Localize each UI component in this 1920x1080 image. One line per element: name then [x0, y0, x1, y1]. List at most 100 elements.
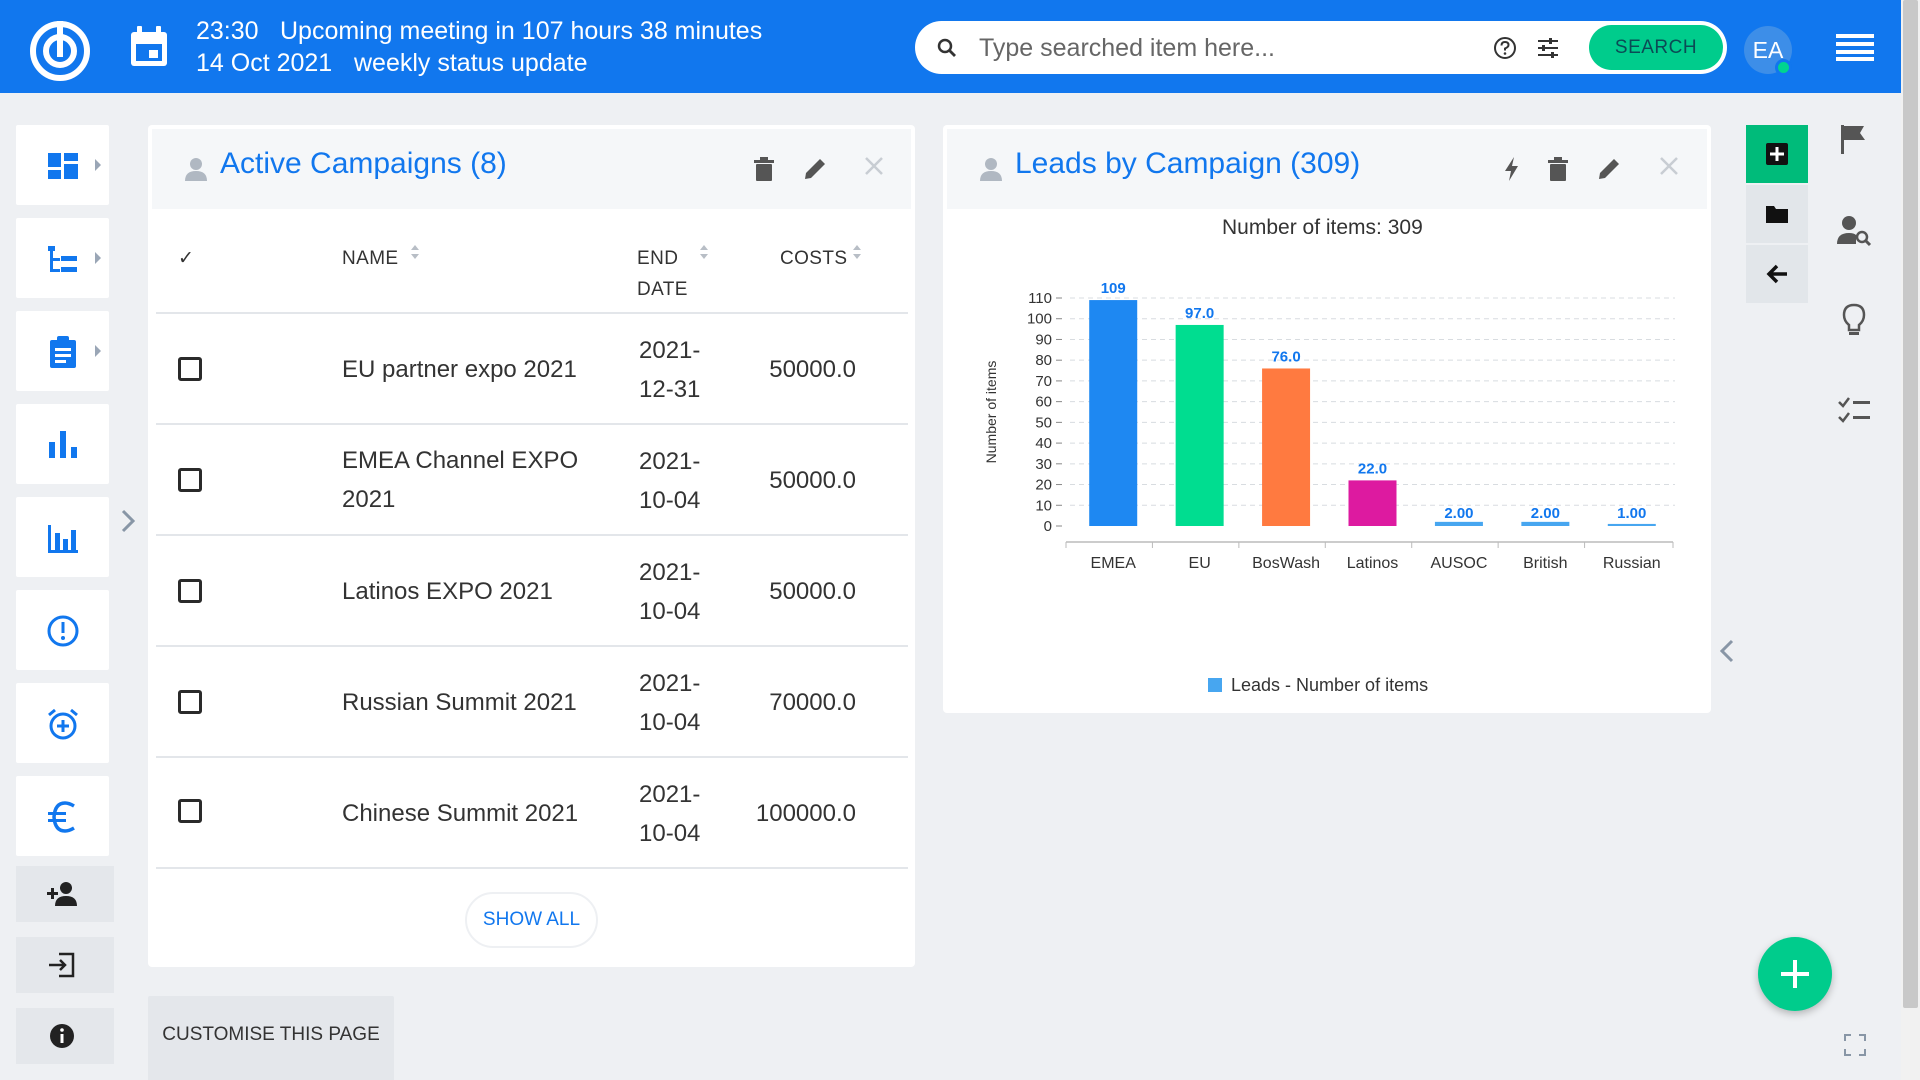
menu-icon[interactable]: [1836, 33, 1874, 61]
folder-button[interactable]: [1746, 185, 1808, 243]
expand-sidebar-icon[interactable]: [116, 504, 140, 538]
sidebar-login[interactable]: [16, 937, 114, 993]
row-checkbox[interactable]: [178, 468, 202, 492]
bar-boswash: [1262, 368, 1311, 526]
sidebar-item-dashboard[interactable]: [16, 125, 109, 205]
campaign-end-date-line2: 10-04: [639, 709, 701, 736]
lightbulb-icon[interactable]: [1836, 302, 1872, 338]
add-user-icon: [47, 882, 77, 906]
column-end-date-line2[interactable]: DATE: [637, 279, 688, 300]
sidebar-item-tasks[interactable]: [16, 311, 109, 391]
sidebar-add-user[interactable]: [16, 866, 114, 922]
data-label: 1.00: [1617, 505, 1646, 522]
campaign-name[interactable]: Russian Summit 2021: [342, 689, 577, 716]
customise-page-label: CUSTOMISE THIS PAGE: [162, 1024, 380, 1045]
back-button[interactable]: [1746, 245, 1808, 303]
search-button[interactable]: SEARCH: [1589, 25, 1723, 70]
hierarchy-icon: [48, 246, 77, 272]
close-icon[interactable]: [1655, 152, 1683, 180]
column-name[interactable]: NAME: [342, 248, 399, 269]
column-costs[interactable]: COSTS: [780, 248, 848, 269]
table-row[interactable]: Latinos EXPO 2021 2021- 10-04 50000.0: [156, 536, 908, 647]
chart-legend[interactable]: Leads - Number of items: [1208, 675, 1428, 696]
row-checkbox[interactable]: [178, 690, 202, 714]
folder-icon: [1766, 206, 1788, 223]
column-end-date[interactable]: END: [637, 248, 679, 269]
chevron-right-icon: [95, 159, 101, 171]
sort-icon[interactable]: [410, 244, 420, 260]
sidebar-item-reports[interactable]: [16, 404, 109, 484]
y-tick-label: 40: [1035, 435, 1052, 452]
table-row[interactable]: Chinese Summit 2021 2021- 10-04 100000.0: [156, 758, 908, 869]
app-logo-icon[interactable]: [28, 19, 92, 83]
lightning-icon[interactable]: [1498, 155, 1526, 183]
y-tick-label: 110: [1028, 290, 1052, 307]
user-search-icon[interactable]: [1836, 213, 1872, 249]
plus-icon: [1781, 960, 1809, 988]
flag-icon[interactable]: [1836, 121, 1872, 157]
campaign-end-date: 2021-: [639, 559, 701, 586]
bar-eu: [1175, 324, 1224, 526]
analytics-icon: [48, 525, 78, 553]
campaign-name[interactable]: Latinos EXPO 2021: [342, 578, 553, 605]
customise-page-button[interactable]: CUSTOMISE THIS PAGE: [148, 996, 394, 1080]
data-label: 76.0: [1271, 348, 1300, 365]
fullscreen-icon[interactable]: [1843, 1033, 1867, 1057]
add-item-button[interactable]: [1746, 125, 1808, 183]
campaign-name-line2[interactable]: 2021: [342, 486, 396, 513]
sidebar-item-finance[interactable]: [16, 776, 109, 856]
checklist-icon[interactable]: [1836, 393, 1872, 429]
select-all-check[interactable]: ✓: [178, 248, 195, 269]
help-icon[interactable]: [1492, 35, 1518, 61]
y-tick-label: 80: [1035, 352, 1052, 369]
info-icon: [50, 1024, 74, 1048]
edit-icon[interactable]: [1595, 155, 1623, 183]
y-tick-label: 30: [1035, 456, 1052, 473]
sidebar-item-alerts[interactable]: [16, 590, 109, 670]
row-checkbox[interactable]: [178, 799, 202, 823]
edit-icon[interactable]: [801, 155, 829, 183]
campaign-name[interactable]: EU partner expo 2021: [342, 356, 577, 383]
campaign-end-date-line2: 10-04: [639, 820, 701, 847]
collapse-panel-icon[interactable]: [1715, 635, 1739, 667]
arrow-left-icon: [1766, 264, 1787, 284]
campaign-cost: 50000.0: [769, 467, 856, 494]
sort-icon[interactable]: [699, 244, 709, 260]
campaign-name[interactable]: EMEA Channel EXPO: [342, 447, 579, 474]
meeting-time[interactable]: 23:30: [196, 17, 259, 45]
widget-title[interactable]: Leads by Campaign (309): [1015, 147, 1361, 180]
delete-icon[interactable]: [750, 155, 778, 183]
scrollbar-thumb[interactable]: [1903, 0, 1918, 1008]
floating-add-button[interactable]: [1758, 937, 1832, 1011]
sidebar-item-reminders[interactable]: [16, 683, 109, 763]
table-row[interactable]: EMEA Channel EXPO 2021 2021- 10-04 50000…: [156, 425, 908, 536]
meeting-date[interactable]: 14 Oct 2021: [196, 49, 333, 77]
campaign-name[interactable]: Chinese Summit 2021: [342, 800, 579, 827]
meeting-text[interactable]: Upcoming meeting in 107 hours 38 minutes: [280, 17, 763, 45]
y-tick-label: 20: [1035, 477, 1052, 494]
show-all-button[interactable]: SHOW ALL: [465, 892, 598, 948]
euro-icon: [48, 801, 75, 833]
data-label: 2.00: [1444, 505, 1473, 522]
active-campaigns-widget: [148, 125, 915, 967]
y-tick-label: 0: [1044, 518, 1052, 535]
widget-header: [947, 129, 1707, 209]
delete-icon[interactable]: [1544, 155, 1572, 183]
campaign-end-date-line2: 10-04: [639, 598, 701, 625]
close-icon[interactable]: [860, 152, 888, 180]
x-tick-label: Russian: [1603, 555, 1661, 572]
search-input[interactable]: [979, 30, 1399, 66]
sidebar-info[interactable]: [16, 1008, 114, 1064]
meeting-subject[interactable]: weekly status update: [354, 49, 588, 77]
widget-title[interactable]: Active Campaigns (8): [220, 147, 507, 180]
filter-settings-icon[interactable]: [1535, 35, 1561, 61]
calendar-icon[interactable]: [128, 25, 170, 69]
row-checkbox[interactable]: [178, 357, 202, 381]
table-row[interactable]: EU partner expo 2021 2021- 12-31 50000.0: [156, 314, 908, 425]
sidebar-item-hierarchy[interactable]: [16, 218, 109, 298]
sidebar-item-analytics[interactable]: [16, 497, 109, 577]
sort-icon[interactable]: [852, 244, 862, 260]
x-tick-label: EU: [1189, 555, 1211, 572]
row-checkbox[interactable]: [178, 579, 202, 603]
table-row[interactable]: Russian Summit 2021 2021- 10-04 70000.0: [156, 647, 908, 758]
